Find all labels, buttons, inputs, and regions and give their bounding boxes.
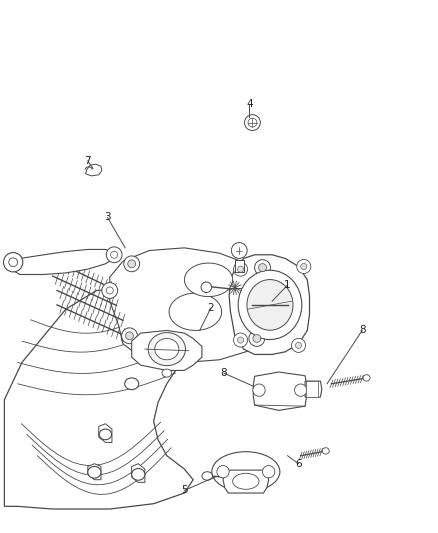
Circle shape xyxy=(258,264,266,271)
Ellipse shape xyxy=(362,375,369,381)
Circle shape xyxy=(254,260,270,276)
Circle shape xyxy=(233,262,247,276)
Circle shape xyxy=(296,260,310,273)
Ellipse shape xyxy=(162,369,171,377)
Polygon shape xyxy=(85,164,102,176)
Circle shape xyxy=(247,118,256,127)
Text: 2: 2 xyxy=(207,303,214,313)
Polygon shape xyxy=(184,263,232,296)
Ellipse shape xyxy=(131,469,145,480)
Ellipse shape xyxy=(321,448,328,454)
Circle shape xyxy=(125,332,133,340)
Polygon shape xyxy=(223,470,268,493)
Circle shape xyxy=(9,258,18,266)
Polygon shape xyxy=(131,330,201,370)
Circle shape xyxy=(127,260,135,268)
Circle shape xyxy=(121,328,137,344)
Circle shape xyxy=(231,243,247,259)
Circle shape xyxy=(294,384,306,397)
Ellipse shape xyxy=(154,338,179,360)
Circle shape xyxy=(252,335,260,342)
Ellipse shape xyxy=(201,472,212,480)
Text: 7: 7 xyxy=(84,156,91,166)
Circle shape xyxy=(291,338,305,352)
Polygon shape xyxy=(88,464,101,480)
Circle shape xyxy=(295,342,301,349)
Ellipse shape xyxy=(148,333,185,366)
Text: 8: 8 xyxy=(358,326,365,335)
Text: 1: 1 xyxy=(283,280,290,290)
Polygon shape xyxy=(110,248,280,362)
Circle shape xyxy=(237,337,243,343)
Ellipse shape xyxy=(212,451,279,491)
Circle shape xyxy=(124,256,139,272)
Text: 4: 4 xyxy=(245,99,252,109)
Ellipse shape xyxy=(237,270,301,340)
Text: 3: 3 xyxy=(104,213,111,222)
Ellipse shape xyxy=(232,473,258,489)
Circle shape xyxy=(102,282,117,298)
Polygon shape xyxy=(169,293,221,330)
Circle shape xyxy=(216,465,229,478)
Polygon shape xyxy=(11,249,116,274)
Polygon shape xyxy=(229,255,309,354)
Circle shape xyxy=(201,282,211,293)
Circle shape xyxy=(4,253,23,272)
Ellipse shape xyxy=(88,466,101,478)
Polygon shape xyxy=(99,424,112,442)
Circle shape xyxy=(106,287,113,294)
Circle shape xyxy=(244,115,260,131)
Polygon shape xyxy=(131,464,145,482)
Ellipse shape xyxy=(246,280,293,330)
Circle shape xyxy=(252,384,265,397)
Circle shape xyxy=(300,263,306,270)
Circle shape xyxy=(262,465,274,478)
Polygon shape xyxy=(253,372,306,410)
Text: 8: 8 xyxy=(220,368,227,378)
Polygon shape xyxy=(306,381,318,397)
Circle shape xyxy=(237,266,243,272)
Polygon shape xyxy=(234,260,243,272)
Circle shape xyxy=(248,330,264,346)
Circle shape xyxy=(233,333,247,347)
Circle shape xyxy=(110,251,117,259)
Text: 5: 5 xyxy=(180,486,187,495)
Polygon shape xyxy=(304,381,321,397)
Text: 6: 6 xyxy=(294,459,301,469)
Ellipse shape xyxy=(124,378,138,390)
Circle shape xyxy=(106,247,122,263)
Polygon shape xyxy=(4,288,193,509)
Ellipse shape xyxy=(99,429,111,440)
